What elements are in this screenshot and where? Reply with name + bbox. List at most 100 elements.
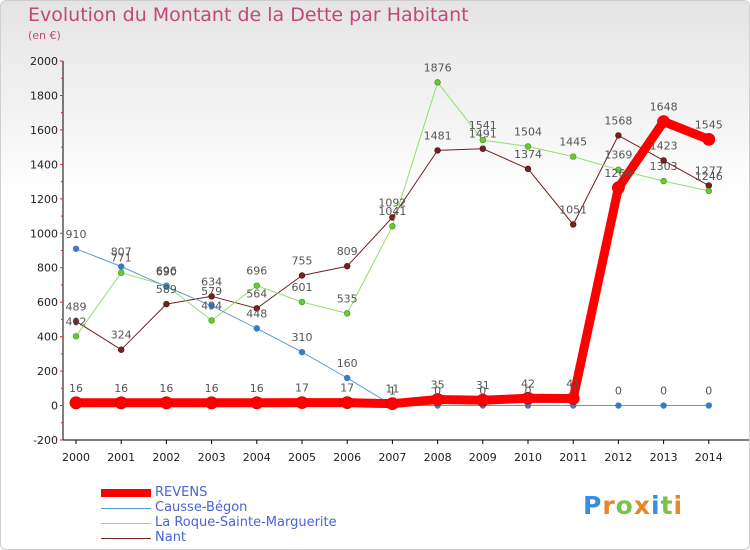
data-point (434, 79, 441, 86)
data-point (344, 374, 351, 382)
legend-swatch (101, 522, 151, 524)
data-point (344, 310, 351, 317)
data-point (615, 166, 622, 173)
data-label: 690 (156, 266, 177, 279)
data-point (298, 272, 306, 279)
y-tick-label: 1800 (30, 89, 58, 102)
data-label: 0 (615, 385, 622, 398)
data-point (615, 132, 622, 139)
data-point (298, 348, 306, 356)
data-label: 1277 (695, 165, 723, 178)
data-point (389, 223, 396, 230)
x-tick-label: 2010 (514, 451, 542, 464)
data-point (660, 402, 667, 409)
data-point (570, 153, 577, 160)
data-point (253, 282, 260, 289)
data-label: 1051 (559, 203, 587, 216)
data-label: 0 (705, 385, 712, 398)
proxiti-logo: Proxiti (583, 491, 683, 520)
data-point (117, 346, 125, 353)
data-point (431, 393, 445, 406)
logo-letter: r (602, 491, 616, 520)
data-label: 16 (114, 382, 128, 395)
data-label: 771 (111, 252, 132, 265)
data-label: 1423 (650, 139, 678, 152)
data-label: 1246 (695, 170, 723, 183)
data-point (72, 318, 80, 325)
data-point (660, 157, 667, 164)
data-label: 809 (337, 245, 358, 258)
data-label: 1545 (695, 118, 723, 131)
data-point (114, 396, 128, 410)
data-point (615, 402, 622, 409)
y-tick-label: 0 (51, 400, 58, 413)
x-tick-label: 2011 (559, 451, 587, 464)
data-point (479, 136, 486, 144)
y-tick-label: 600 (37, 296, 58, 309)
data-point (253, 325, 260, 332)
data-label: 41 (566, 377, 580, 390)
data-label: 1481 (424, 129, 452, 142)
y-tick-label: 800 (37, 262, 58, 275)
chart-unit-label: (en €) (28, 29, 61, 42)
data-point (434, 147, 441, 154)
data-point (253, 305, 260, 312)
data-label: 634 (201, 275, 222, 288)
data-point (208, 302, 215, 309)
data-point (521, 391, 535, 405)
data-label: 910 (66, 228, 87, 241)
data-label: 489 (66, 300, 87, 313)
data-point (159, 396, 173, 410)
y-tick-label: 1200 (30, 193, 58, 206)
data-label: 1876 (424, 61, 452, 74)
data-label: 16 (159, 382, 173, 395)
legend-label: Nant (155, 530, 187, 545)
data-label: 1491 (469, 128, 497, 141)
data-label: 1541 (469, 119, 497, 132)
data-label: 17 (295, 382, 309, 395)
data-label: 535 (337, 292, 358, 305)
y-tick-label: -200 (33, 434, 58, 447)
data-label: 0 (434, 385, 441, 398)
data-point (163, 283, 170, 290)
x-tick-label: 2012 (604, 451, 632, 464)
data-label: 696 (246, 265, 267, 278)
data-point (72, 245, 80, 252)
data-label: 11 (385, 383, 399, 396)
data-label: 579 (201, 285, 222, 298)
data-label: 310 (292, 331, 313, 344)
data-label: 696 (156, 265, 177, 278)
data-point (72, 333, 80, 340)
logo-letter: x (633, 491, 651, 520)
y-tick-label: 1600 (30, 124, 58, 137)
data-label: 755 (292, 254, 313, 267)
x-tick-label: 2013 (650, 451, 678, 464)
data-label: 0 (479, 385, 486, 398)
data-label: 1504 (514, 125, 542, 138)
y-tick-label: 1000 (30, 227, 58, 240)
x-tick-label: 2009 (469, 451, 497, 464)
data-point (163, 300, 170, 308)
data-point (205, 396, 219, 410)
y-tick-label: 400 (37, 331, 58, 344)
data-point (570, 221, 577, 228)
logo-letter: P (583, 491, 603, 520)
data-label: 16 (69, 382, 83, 395)
data-point (524, 165, 532, 173)
data-label: 1568 (604, 114, 632, 127)
x-tick-label: 2008 (424, 451, 452, 464)
x-tick-label: 2014 (695, 451, 723, 464)
data-label: 0 (660, 385, 667, 398)
data-label: 160 (337, 357, 358, 370)
logo-letter: i (651, 491, 661, 520)
data-label: 564 (246, 287, 267, 300)
data-point (344, 262, 351, 270)
data-point (340, 396, 354, 410)
data-label: 16 (250, 382, 264, 395)
data-point (250, 396, 264, 410)
y-tick-label: 1400 (30, 158, 58, 171)
data-label: 402 (66, 315, 87, 328)
data-point (566, 392, 580, 405)
data-point (612, 181, 625, 195)
